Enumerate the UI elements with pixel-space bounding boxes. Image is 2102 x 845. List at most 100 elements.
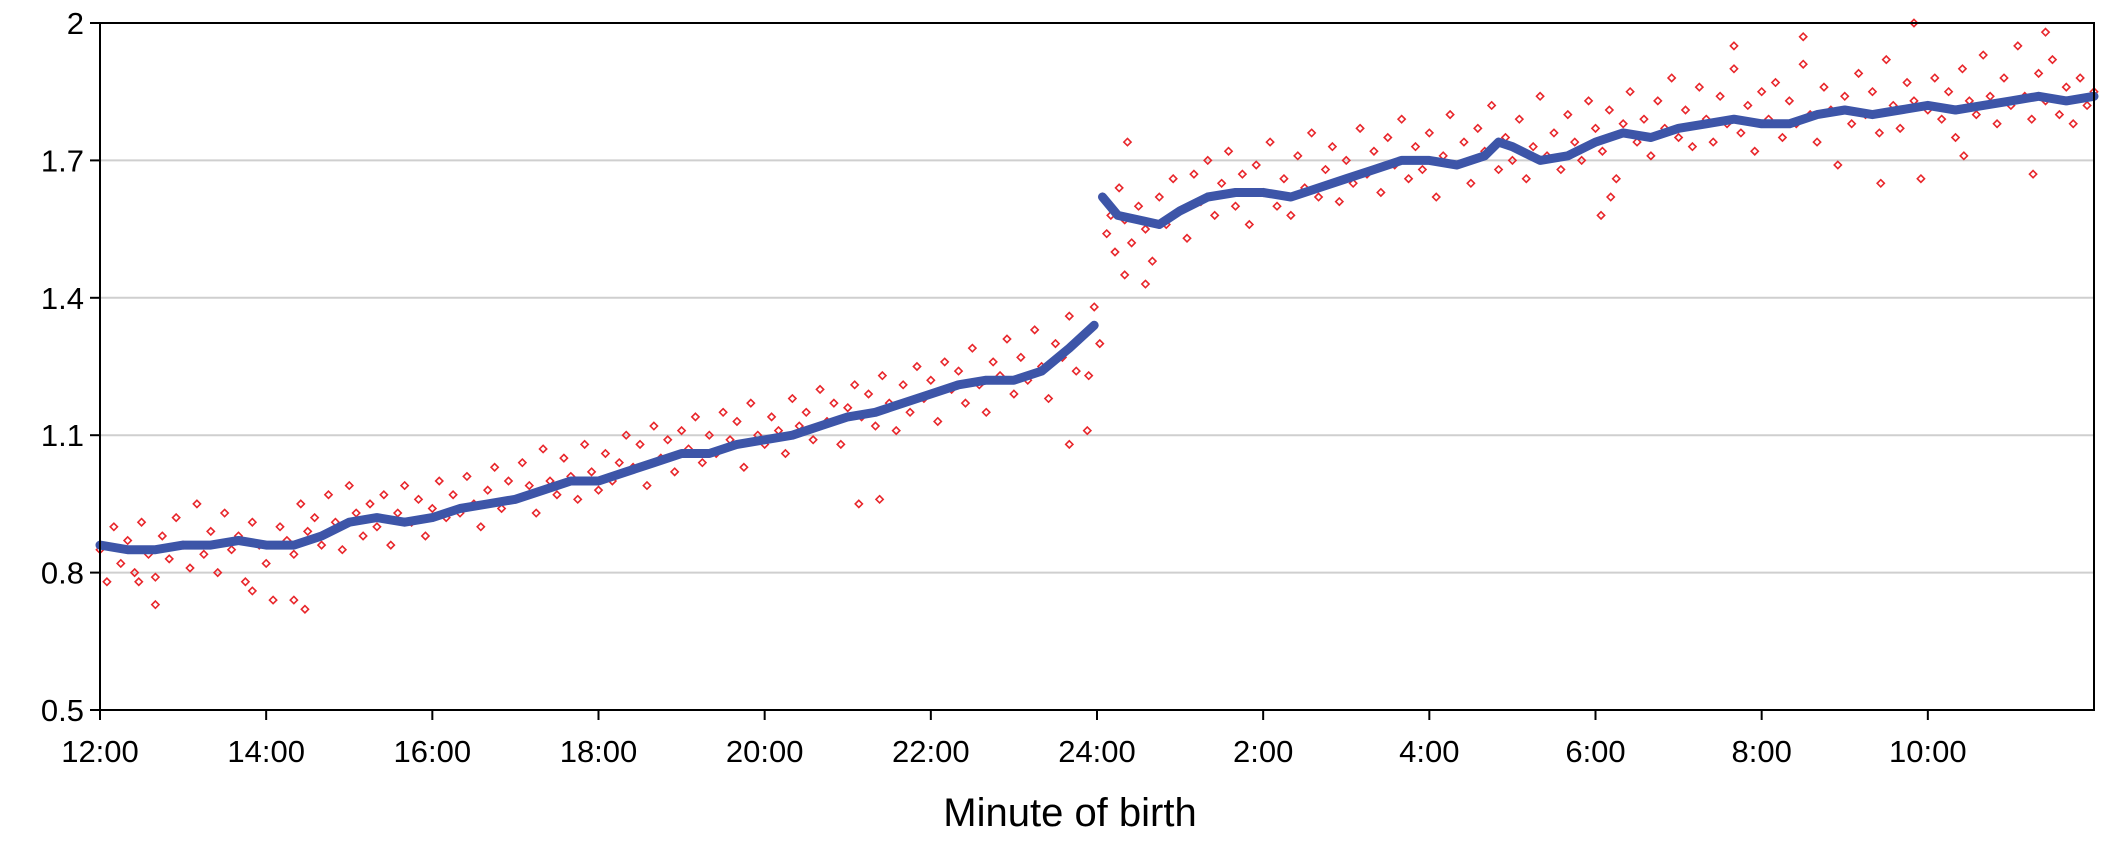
scatter-point [1521, 173, 1531, 184]
scatter-point [1327, 141, 1338, 152]
scatter-point [1050, 338, 1061, 349]
x-tick-label: 18:00 [560, 734, 638, 769]
scatter-point [676, 425, 687, 436]
scatter-point [1673, 132, 1684, 143]
scatter-point [365, 499, 375, 509]
scatter-point [766, 412, 777, 422]
scatter-point [247, 517, 258, 527]
scatter-point [1930, 73, 1940, 83]
scatter-point [206, 526, 216, 537]
scatter-point [1876, 178, 1886, 189]
scatter-point [1002, 334, 1012, 344]
scatter-point [1265, 137, 1275, 147]
scatter-point [150, 572, 161, 582]
scatter-point [1798, 32, 1808, 42]
scatter-point [981, 407, 991, 418]
scatter-point [1971, 109, 1982, 120]
scatter-point [1110, 247, 1120, 257]
scatter-point [109, 522, 119, 532]
scatter-point [1959, 151, 1969, 161]
scatter-point [1369, 146, 1379, 156]
scatter-point [1618, 119, 1628, 129]
scatter-point [874, 494, 885, 505]
x-axis-ticks: 12:00 14:00 16:00 18:00 20:00 22:00 24:00 2:00 4… [61, 710, 1967, 769]
scatter-point [1853, 68, 1864, 79]
scatter-point [1376, 187, 1386, 198]
scatter-point [960, 398, 971, 408]
scatter-point [1514, 114, 1525, 124]
scatter-point [268, 595, 278, 605]
y-tick-label: 2 [67, 6, 84, 41]
scatter-point [1750, 146, 1760, 156]
scatter-point [559, 453, 569, 463]
x-tick-label: 12:00 [61, 734, 139, 769]
scatter-point [300, 604, 310, 614]
trend-line-before-jump [95, 320, 1099, 555]
scatter-point [1819, 82, 1829, 92]
scatter-point [1611, 173, 1622, 184]
scatter-point [1154, 192, 1165, 202]
scatter-point [1604, 105, 1615, 115]
scatter-point [1383, 132, 1393, 143]
scatter-point [386, 540, 396, 550]
scatter-point [517, 457, 528, 468]
scatter-point [302, 526, 313, 537]
scatter-point [572, 494, 583, 505]
scatter-point [2047, 54, 2058, 65]
scatter-point [1272, 201, 1282, 211]
scatter-point [1348, 178, 1358, 189]
scatter-point [2082, 100, 2092, 111]
y-tick-label: 0.8 [41, 556, 84, 591]
scatter-point [524, 480, 534, 491]
scatter-point [649, 421, 659, 431]
scatter-point [358, 531, 368, 541]
scatter-point [150, 599, 161, 610]
scatter-point [704, 430, 715, 440]
scatter-point [815, 384, 825, 395]
scatter-point [1596, 210, 1606, 221]
scatter-point [1846, 119, 1857, 129]
x-tick-label: 22:00 [892, 734, 970, 769]
scatter-point [1237, 169, 1248, 179]
scatter-point [1639, 114, 1649, 124]
scatter-point [801, 407, 811, 418]
x-tick-label: 4:00 [1399, 734, 1459, 769]
scatter-point [1694, 82, 1705, 92]
scatter-point [614, 457, 625, 468]
scatter-point [1445, 109, 1455, 120]
scatter-point [462, 471, 472, 482]
x-tick-label: 16:00 [394, 734, 472, 769]
scatter-point [1881, 54, 1892, 65]
scatter-point [1101, 228, 1112, 239]
y-tick-label: 1.7 [41, 143, 84, 178]
scatter-point [226, 544, 237, 555]
scatter-point [1089, 302, 1099, 312]
scatter-point [1606, 192, 1616, 202]
scatter-point [1549, 128, 1559, 138]
scatter-point [1009, 389, 1019, 399]
scatter-point [503, 476, 514, 486]
scatter-point [2061, 82, 2072, 92]
scatter-point [296, 499, 306, 509]
scatter-point [351, 508, 361, 518]
scatter-point [344, 480, 354, 491]
scatter-point [1140, 224, 1151, 234]
scatter-point [1528, 141, 1538, 152]
x-tick-label: 6:00 [1565, 734, 1625, 769]
scatter-point [912, 361, 922, 372]
scatter-point [697, 457, 708, 468]
scatter-point [1203, 155, 1213, 166]
scatter-point [1729, 64, 1739, 74]
scatter-point [219, 508, 230, 518]
scatter-point [1114, 183, 1124, 193]
scatter-point [1168, 173, 1178, 184]
scatter-point [600, 448, 611, 459]
scatter-point [1341, 155, 1351, 166]
y-tick-label: 0.5 [41, 693, 84, 728]
scatter-point [988, 357, 998, 367]
scatter-point [1770, 77, 1781, 88]
scatter-point [1625, 86, 1635, 97]
scatter-point [635, 439, 645, 450]
scatter-point [1182, 233, 1192, 243]
